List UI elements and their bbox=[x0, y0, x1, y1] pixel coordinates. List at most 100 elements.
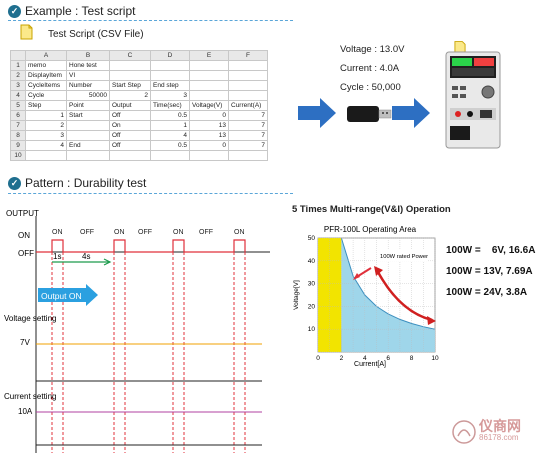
chart-ticks: 0 2 4 6 8 10 10 20 30 40 50 bbox=[308, 235, 439, 362]
sheet-cell: memo bbox=[25, 60, 67, 71]
sheet-cell: Off bbox=[109, 140, 151, 151]
voltage-setting-label: Voltage setting bbox=[4, 314, 56, 323]
sheet-row: 3 CycleItems Number Start Step End step bbox=[10, 80, 268, 91]
off-duration-label: 4s bbox=[82, 252, 90, 261]
watermark-url: 86178.com bbox=[479, 433, 519, 442]
sheet-cell bbox=[189, 80, 229, 91]
sheet-cell bbox=[109, 60, 151, 71]
sheet-cell: Start Step bbox=[109, 80, 151, 91]
pulse-on-label-1: ON bbox=[52, 229, 63, 236]
sheet-cell bbox=[189, 70, 229, 81]
check-icon: ✓ bbox=[8, 4, 21, 18]
section-pattern-label: Pattern : Durability test bbox=[25, 176, 147, 190]
sheet-row: 9 4 End Off 0.5 0 7 bbox=[10, 140, 268, 151]
sheet-cell: 3 bbox=[25, 130, 67, 141]
sheet-cell: Current(A) bbox=[228, 100, 268, 111]
sheet-cell: Off bbox=[109, 130, 151, 141]
on-level-label: ON bbox=[18, 231, 30, 240]
pulse-on-label-3: ON bbox=[173, 229, 184, 236]
sheet-col-header: A bbox=[25, 50, 67, 61]
sheet-cell: 13 bbox=[189, 120, 229, 131]
sheet-row-number: 8 bbox=[10, 130, 26, 141]
sheet-row: 6 1 Start Off 0.5 0 7 bbox=[10, 110, 268, 121]
sheet-cell bbox=[150, 70, 190, 81]
param-current: Current : 4.0A bbox=[340, 63, 400, 74]
sheet-cell: VI bbox=[66, 70, 110, 81]
voltage-setting-value: 7V bbox=[20, 338, 30, 347]
sheet-cell: 7 bbox=[228, 110, 268, 121]
sheet-row-number: 6 bbox=[10, 110, 26, 121]
sheet-cell bbox=[150, 60, 190, 71]
sheet-cell: 2 bbox=[25, 120, 67, 131]
output-on-label: Output ON bbox=[41, 291, 82, 301]
sheet-cell: On bbox=[109, 120, 151, 131]
pulse-on-label-2: ON bbox=[114, 229, 125, 236]
flow-arrow-2 bbox=[392, 98, 430, 133]
sheet-cell bbox=[189, 60, 229, 71]
durability-pattern-diagram: OUTPUT ON OFF ON OFF ON OFF ON OFF ON 1s… bbox=[4, 209, 270, 453]
sheet-cell: Point bbox=[66, 100, 110, 111]
power-range-1: 100W = 6V, 16.6A bbox=[446, 245, 536, 256]
sheet-col-header: E bbox=[189, 50, 229, 61]
chart-ylabel: Voltage[V] bbox=[293, 280, 300, 310]
sheet-cell bbox=[150, 150, 190, 161]
sheet-row: 7 2 On 1 13 7 bbox=[10, 120, 268, 131]
sheet-cell: CycleItems bbox=[25, 80, 67, 91]
sheet-row-number: 1 bbox=[10, 60, 26, 71]
operating-area-chart: PFR-100L Operating Area 0 2 4 6 8 10 10 20 30 40 5… bbox=[293, 225, 439, 368]
sheet-col-header: D bbox=[150, 50, 190, 61]
chart-y-tick: 20 bbox=[308, 303, 316, 310]
sheet-row: 1 memo Hone test bbox=[10, 60, 268, 71]
sheet-cell: 50000 bbox=[66, 90, 110, 101]
chart-x-tick: 6 bbox=[386, 355, 390, 362]
sheet-cell: Cycle bbox=[25, 90, 67, 101]
sheet-cell: Voltage(V) bbox=[189, 100, 229, 111]
power-range-list: 100W = 6V, 16.6A 100W = 13V, 7.69A 100W … bbox=[446, 240, 535, 303]
sheet-row: 8 3 Off 4 13 7 bbox=[10, 130, 268, 141]
sheet-row: 4 Cycle 50000 2 3 bbox=[10, 90, 268, 101]
chart-y-tick: 50 bbox=[308, 235, 316, 242]
sheet-cell: 1 bbox=[25, 110, 67, 121]
sheet-cell: Time(sec) bbox=[150, 100, 190, 111]
sheet-cell bbox=[109, 70, 151, 81]
sheet-cell: 0.5 bbox=[150, 140, 190, 151]
sheet-cell: Step bbox=[25, 100, 67, 111]
csv-file-icon bbox=[20, 24, 33, 40]
sheet-cell: 4 bbox=[150, 130, 190, 141]
sheet-row-number: 4 bbox=[10, 90, 26, 101]
rated-power-label: 100W rated Power bbox=[380, 254, 428, 260]
sheet-row-number: 10 bbox=[10, 150, 26, 161]
sheet-row-number: 9 bbox=[10, 140, 26, 151]
sheet-cell: 0 bbox=[189, 140, 229, 151]
sheet-cell: 7 bbox=[228, 120, 268, 131]
output-on-badge bbox=[38, 284, 98, 306]
sheet-cell bbox=[228, 70, 268, 81]
duration-arrowhead bbox=[103, 258, 112, 266]
sheet-col-header bbox=[10, 50, 26, 61]
rated-power-pointer-head bbox=[353, 273, 360, 280]
current-setting-label: Current setting bbox=[4, 392, 56, 401]
power-range-3: 100W = 24V, 3.8A bbox=[446, 287, 528, 298]
output-axis-label: OUTPUT bbox=[6, 209, 39, 218]
on-duration-label: 1s bbox=[53, 252, 61, 261]
sheet-row: 10 bbox=[10, 150, 268, 161]
chart-x-tick: 0 bbox=[316, 355, 320, 362]
sheet-cell: 13 bbox=[189, 130, 229, 141]
chart-x-tick: 10 bbox=[431, 355, 439, 362]
sheet-cell bbox=[228, 90, 268, 101]
watermark-text: 仪商网 bbox=[479, 418, 521, 434]
current-setting-value: 10A bbox=[18, 407, 33, 416]
param-voltage: Voltage : 13.0V bbox=[340, 44, 405, 55]
sheet-cell: 0.5 bbox=[150, 110, 190, 121]
usb-drive-icon bbox=[347, 104, 392, 129]
sheet-cell bbox=[66, 130, 110, 141]
watermark: 仪商网 86178.com bbox=[452, 418, 521, 444]
sheet-cell: DisplayItem bbox=[25, 70, 67, 81]
chart-x-tick: 8 bbox=[410, 355, 414, 362]
sheet-cell: 0 bbox=[189, 110, 229, 121]
sheet-row-number: 2 bbox=[10, 70, 26, 81]
section-pattern-title: ✓ Pattern : Durability test bbox=[8, 176, 146, 190]
operation-title: 5 Times Multi-range(V&I) Operation bbox=[292, 204, 451, 215]
sheet-cell bbox=[109, 150, 151, 161]
chart-x-tick: 4 bbox=[363, 355, 367, 362]
